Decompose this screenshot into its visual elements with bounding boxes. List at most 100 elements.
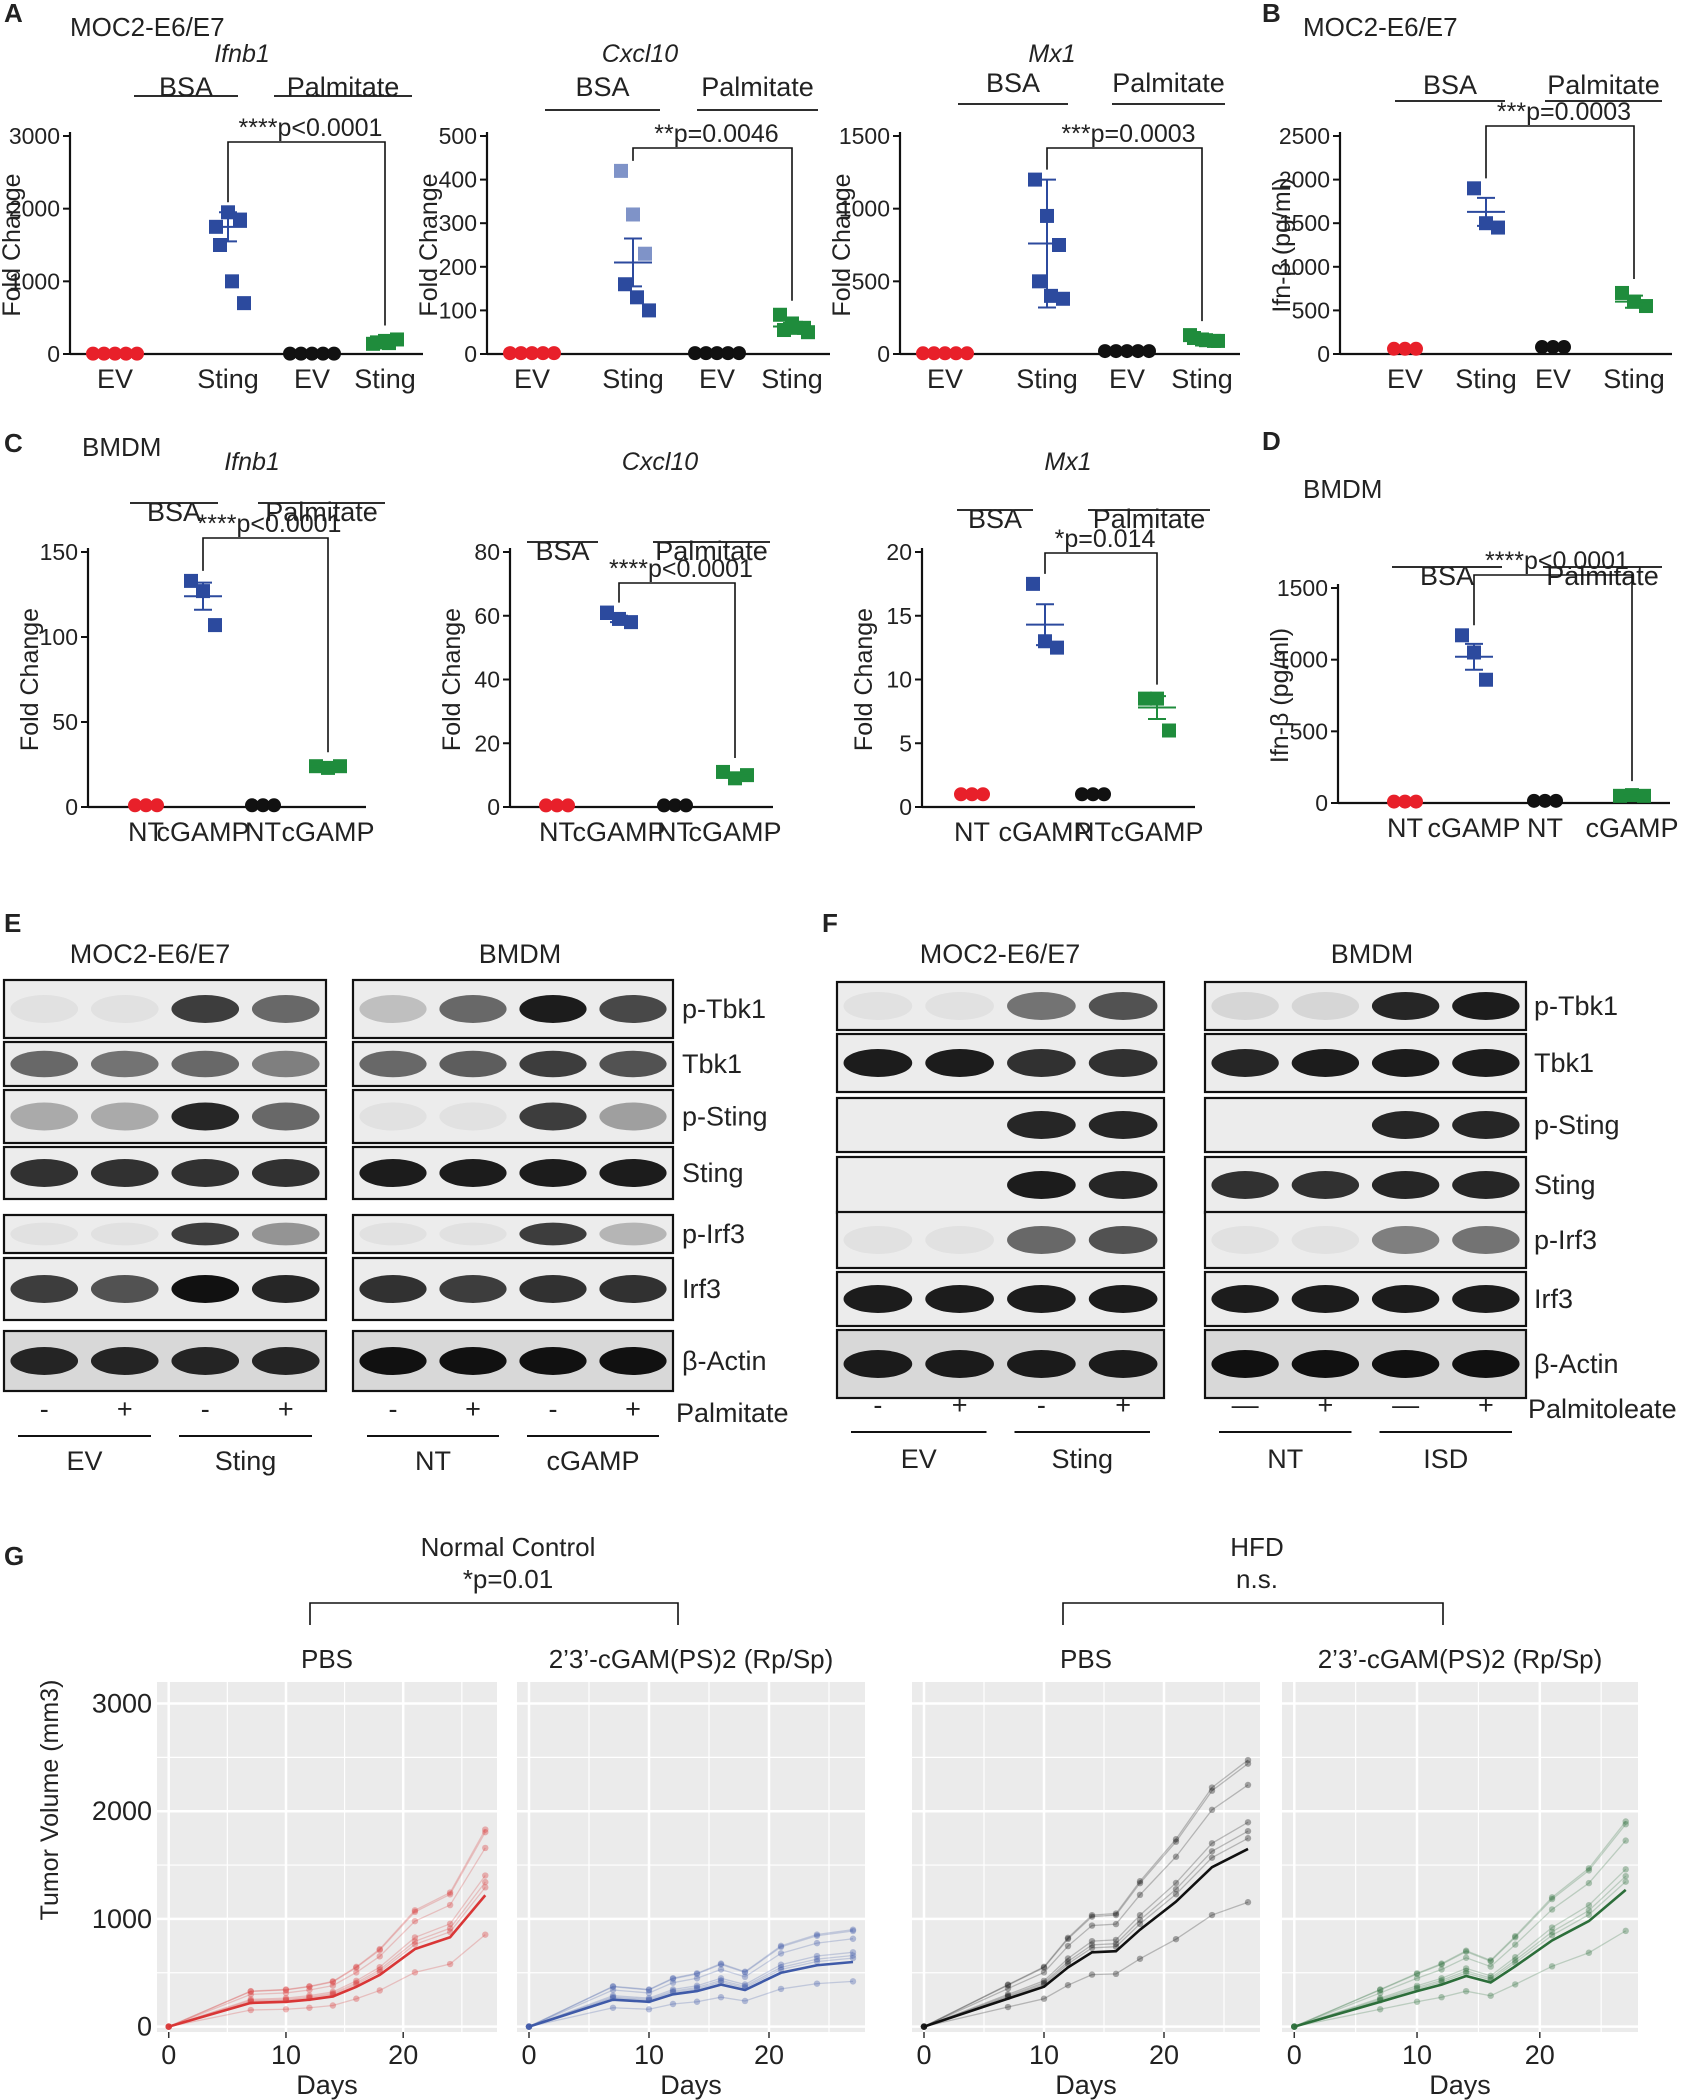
mean-trace <box>168 1894 487 2028</box>
western-blots: MOC2-E6/E7 BMDM- + - +EV Sting- + - +NT cGAMPp-Tb… <box>2 939 1677 1476</box>
y-tick-label: 0 <box>1317 341 1330 367</box>
individual-point <box>669 1987 677 1995</box>
panel-label-b: B <box>1262 0 1281 28</box>
blot-band <box>519 995 587 1023</box>
blot-band <box>1088 992 1158 1020</box>
blot-band <box>843 1350 913 1378</box>
individual-point <box>693 1975 701 1982</box>
y-tick-label: 1000 <box>1277 647 1328 673</box>
data-point <box>327 346 341 361</box>
y-tick-label: 150 <box>40 539 78 565</box>
individual-trace <box>923 1763 1249 2028</box>
blot-band <box>1007 1171 1076 1199</box>
blot-band <box>519 1102 587 1131</box>
individual-trace <box>168 1875 486 2028</box>
blot-title-right: BMDM <box>479 939 562 969</box>
y-tick-label: 300 <box>439 210 477 236</box>
y-axis-label: Fold Change <box>438 608 466 751</box>
individual-trace <box>923 1759 1249 2028</box>
blot-band <box>1211 1285 1279 1313</box>
data-point <box>305 346 319 361</box>
blot-band <box>90 995 159 1023</box>
y-tick-label: 1000 <box>839 196 890 222</box>
category-label: Sting <box>354 364 416 394</box>
individual-point <box>1622 1866 1629 1873</box>
category-label: NT <box>1527 813 1563 843</box>
blot-band <box>1291 1350 1360 1378</box>
individual-trace <box>923 1821 1249 2028</box>
x-axis-label: Days <box>296 2070 358 2100</box>
individual-point <box>1585 1867 1593 1874</box>
plot-title: 2’3’-cGAM(PS)2 (Rp/Sp) <box>549 1644 834 1674</box>
data-point <box>1467 181 1481 196</box>
individual-point <box>1208 1787 1216 1794</box>
blot-band <box>439 1050 507 1078</box>
blot-band <box>10 1102 79 1131</box>
data-point <box>938 346 952 361</box>
individual-point <box>645 1986 653 1994</box>
individual-point <box>247 2006 254 2014</box>
blot-band <box>171 995 240 1023</box>
blot-band <box>171 1347 240 1375</box>
individual-trace <box>528 1954 854 2028</box>
individual-point <box>446 1960 454 1968</box>
individual-point <box>353 1979 360 1986</box>
individual-point <box>376 1946 383 1954</box>
individual-point <box>1244 1819 1252 1826</box>
individual-point <box>1487 1963 1494 1970</box>
p-value-label: ****p<0.0001 <box>239 114 383 142</box>
category-label: EV <box>1387 364 1423 394</box>
category-label: cGAMP <box>281 817 374 847</box>
data-point <box>732 346 746 361</box>
blot-band <box>251 1222 320 1246</box>
individual-point <box>1112 1940 1120 1947</box>
individual-point <box>1004 1991 1012 1998</box>
significance-bracket <box>1046 147 1203 322</box>
blot-band <box>1291 1171 1360 1199</box>
individual-point <box>777 1943 785 1951</box>
category-label: Sting <box>602 364 664 394</box>
blot-band <box>1291 992 1360 1020</box>
individual-point <box>446 1889 454 1896</box>
individual-point <box>1548 1894 1556 1901</box>
category-label: NT <box>954 817 990 847</box>
individual-point <box>1136 1920 1144 1928</box>
x-axis-label: Days <box>1055 2070 1117 2100</box>
individual-trace <box>528 1980 854 2028</box>
group-label: Palmitate <box>701 72 814 102</box>
significance-bracket <box>618 582 736 758</box>
individual-point <box>1487 1958 1494 1965</box>
blot-band <box>171 1050 240 1078</box>
individual-point <box>1512 1934 1519 1941</box>
blot-band <box>843 1049 913 1077</box>
data-point <box>184 573 198 588</box>
individual-point <box>1112 1911 1120 1919</box>
individual-point <box>1088 1971 1096 1978</box>
blot-band <box>90 1159 159 1187</box>
data-point <box>773 307 787 322</box>
blot-band <box>1452 1226 1520 1254</box>
y-tick-label: 0 <box>899 794 912 820</box>
treatment-sign: — <box>1392 1390 1419 1420</box>
significance-bracket <box>202 537 329 753</box>
data-point <box>626 207 640 222</box>
blot-box <box>351 1213 675 1255</box>
data-point <box>642 303 656 318</box>
blot-band <box>599 1050 667 1078</box>
y-tick-label: 3000 <box>9 123 60 149</box>
individual-point <box>1462 1967 1470 1975</box>
group-label: BSA <box>535 536 589 566</box>
blot-band <box>359 1159 427 1187</box>
cell-line-title-a: MOC2-E6/E7 <box>70 12 225 42</box>
individual-point <box>376 1945 383 1953</box>
panel-label-f: F <box>822 908 838 938</box>
band-label: β-Actin <box>1534 1349 1619 1379</box>
gene-title: Ifnb1 <box>224 448 280 476</box>
individual-trace <box>1294 1875 1627 2028</box>
individual-point <box>1462 1947 1470 1954</box>
data-point <box>1409 794 1423 809</box>
individual-point <box>813 1932 821 1939</box>
individual-point <box>1548 1963 1556 1970</box>
individual-point <box>247 1996 254 2003</box>
y-tick-label: 0 <box>464 341 477 367</box>
